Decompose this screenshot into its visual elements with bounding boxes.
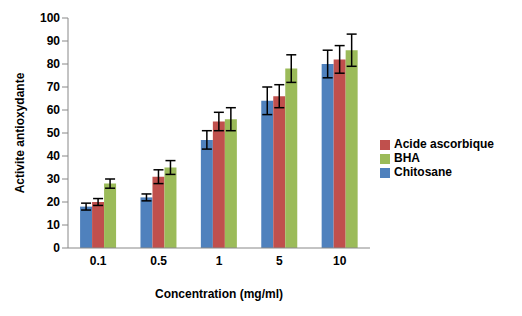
svg-text:70: 70: [47, 80, 61, 94]
svg-text:40: 40: [47, 149, 61, 163]
html-text:Acide ascorbique: Acide ascorbique: [394, 137, 494, 151]
svg-text:10: 10: [47, 218, 61, 232]
svg-text:20: 20: [47, 195, 61, 209]
svg-text:60: 60: [47, 103, 61, 117]
svg-text:30: 30: [47, 172, 61, 186]
svg-text:Activite antioxydante: Activite antioxydante: [13, 72, 27, 193]
html-text:Chitosane: Chitosane: [394, 165, 452, 179]
html-text:BHA: BHA: [394, 151, 420, 165]
svg-text:10: 10: [333, 254, 347, 268]
svg-text:50: 50: [47, 126, 61, 140]
svg-text:90: 90: [47, 34, 61, 48]
svg-text:100: 100: [40, 11, 60, 25]
svg-text:1: 1: [216, 254, 223, 268]
svg-text:Concentration (mg/ml): Concentration (mg/ml): [155, 287, 283, 301]
svg-text:80: 80: [47, 57, 61, 71]
svg-text:0: 0: [53, 241, 60, 255]
svg-text:5: 5: [276, 254, 283, 268]
svg-text:0.1: 0.1: [90, 254, 107, 268]
svg-text:0.5: 0.5: [150, 254, 167, 268]
